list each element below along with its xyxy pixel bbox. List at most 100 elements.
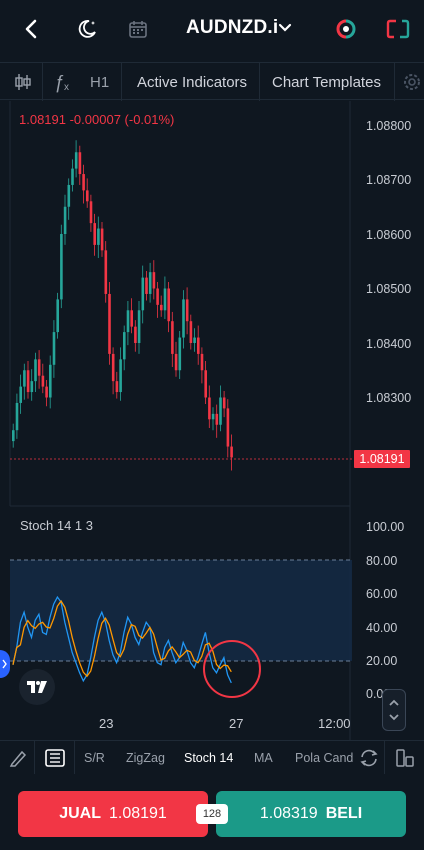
candle-body: [63, 206, 67, 234]
price-axis-label: 1.08600: [366, 228, 412, 242]
sell-label: JUAL: [59, 805, 101, 822]
candle-body: [60, 234, 63, 300]
candle-body: [86, 190, 89, 202]
candle-body: [141, 277, 145, 311]
candle-body: [12, 430, 15, 442]
stoch-d-line: [12, 599, 232, 678]
candle-body: [108, 293, 111, 354]
layout-icon[interactable]: [394, 741, 416, 775]
sell-button[interactable]: JUAL 1.08191: [18, 791, 208, 837]
candle-body: [93, 223, 96, 245]
indicator-sr[interactable]: S/R: [84, 751, 105, 765]
chart-templates-button[interactable]: Chart Templates: [272, 73, 381, 91]
indicator-stoch[interactable]: Stoch 14: [184, 751, 234, 765]
draw-icon[interactable]: [8, 741, 28, 775]
candle-body: [126, 310, 130, 333]
header: AUDNZD.i: [0, 0, 424, 58]
candle-body: [34, 359, 37, 382]
candle-body: [45, 386, 48, 398]
buy-button[interactable]: 1.08319 BELI: [216, 791, 406, 837]
price-axis-label: 1.08300: [366, 391, 412, 405]
candle-body: [115, 381, 119, 393]
panel-handle[interactable]: [0, 650, 10, 678]
candle-body: [104, 250, 108, 294]
candle-body: [23, 370, 26, 387]
candle-body: [97, 228, 100, 245]
tradingview-logo: [19, 669, 55, 705]
refresh-icon[interactable]: [356, 741, 380, 775]
buy-price: 1.08319: [259, 805, 318, 822]
candle-body: [152, 272, 156, 289]
candle-body: [41, 375, 45, 387]
indicator-pola-cand[interactable]: Pola Cand: [295, 751, 354, 765]
settings-icon[interactable]: [401, 63, 423, 101]
candle-body: [67, 184, 71, 207]
stoch-k-line: [12, 595, 232, 684]
candle-body: [182, 299, 185, 338]
annotation-circle: [203, 640, 261, 698]
candle-body: [193, 337, 196, 343]
time-axis-label: 23: [99, 716, 114, 731]
candle-body: [49, 364, 52, 398]
candle-body: [189, 321, 193, 343]
candle-body: [52, 332, 56, 365]
stoch-axis-label: 60.00: [366, 587, 398, 601]
candle-body: [160, 304, 163, 311]
flip-icon[interactable]: [329, 12, 363, 46]
timeframe-button[interactable]: H1: [90, 73, 110, 91]
stoch-axis-label: 20.00: [366, 654, 398, 668]
moon-icon[interactable]: [70, 12, 104, 46]
candle-type-icon[interactable]: [14, 63, 32, 101]
stoch-axis-label: 80.00: [366, 554, 398, 568]
candle-body: [167, 288, 170, 322]
candle-body: [15, 402, 19, 431]
candle-body: [197, 337, 200, 354]
candle-body: [74, 152, 78, 169]
candle-body: [219, 397, 222, 425]
candle-body: [119, 359, 122, 393]
chevron-down-icon[interactable]: [278, 20, 292, 38]
candle-body: [145, 277, 148, 294]
candle-body: [226, 408, 230, 447]
candle-body: [56, 299, 59, 333]
active-indicators-button[interactable]: Active Indicators: [137, 73, 248, 91]
candle-body: [156, 288, 159, 305]
back-icon[interactable]: [14, 12, 48, 46]
last-price-tag: 1.08191: [354, 450, 410, 468]
scale-toggle-button[interactable]: [382, 689, 406, 731]
candle-body: [215, 413, 219, 425]
candle-body: [26, 370, 30, 393]
time-axis-label: 27: [229, 716, 244, 731]
stoch-label[interactable]: Stoch 14 1 3: [20, 518, 93, 533]
symbol-title[interactable]: AUDNZD.i: [186, 17, 279, 38]
candle-body: [222, 397, 226, 409]
candle-body: [171, 321, 174, 354]
calendar-icon[interactable]: [121, 12, 155, 46]
candle-body: [204, 370, 207, 398]
candle-body: [78, 152, 82, 175]
candle-body: [208, 397, 211, 420]
price-axis-label: 1.08800: [366, 119, 412, 133]
time-axis-label: 12:00: [318, 716, 351, 731]
candle-body: [82, 174, 85, 191]
stoch-band: [10, 560, 352, 661]
indicator-ma[interactable]: MA: [254, 751, 273, 765]
candle-body: [130, 310, 133, 327]
candle-body: [174, 353, 178, 371]
order-bar: JUAL 1.08191 1.08319 BELI 128: [0, 774, 424, 850]
broken-square-icon[interactable]: [381, 12, 415, 46]
candle-body: [123, 332, 126, 360]
stoch-axis-label: 100.00: [366, 520, 405, 534]
price-axis-label: 1.08500: [366, 282, 412, 296]
price-chart[interactable]: [0, 101, 424, 741]
candle-body: [30, 381, 34, 393]
candle-body: [71, 168, 74, 185]
indicator-zigzag[interactable]: ZigZag: [126, 751, 165, 765]
indicator-settings-icon[interactable]: [44, 741, 66, 775]
candle-body: [211, 413, 215, 420]
indicator-bar: S/R ZigZag Stoch 14 MA Pola Cand: [0, 740, 424, 775]
candle-body: [163, 288, 167, 311]
sell-price: 1.08191: [108, 805, 167, 822]
